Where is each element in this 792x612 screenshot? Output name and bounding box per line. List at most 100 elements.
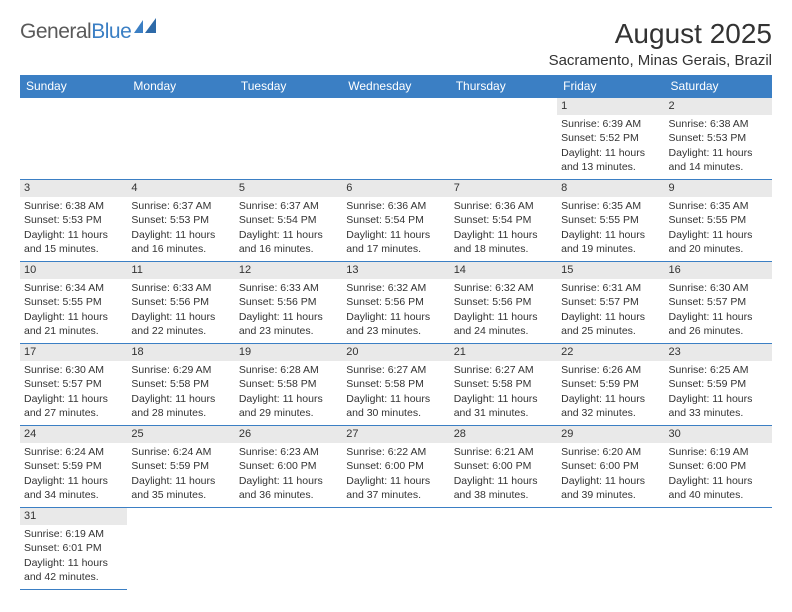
day-details: Sunrise: 6:32 AMSunset: 5:56 PMDaylight:… (342, 279, 449, 342)
calendar-cell: 30Sunrise: 6:19 AMSunset: 6:00 PMDayligh… (665, 426, 772, 508)
logo-text-blue: Blue (91, 20, 131, 44)
day-details: Sunrise: 6:25 AMSunset: 5:59 PMDaylight:… (665, 361, 772, 424)
day-details: Sunrise: 6:32 AMSunset: 5:56 PMDaylight:… (450, 279, 557, 342)
day-number: 14 (450, 262, 557, 279)
day-number: 15 (557, 262, 664, 279)
calendar-cell: 4Sunrise: 6:37 AMSunset: 5:53 PMDaylight… (127, 180, 234, 262)
calendar-cell: 2Sunrise: 6:38 AMSunset: 5:53 PMDaylight… (665, 98, 772, 180)
weekday-header: Sunday (20, 75, 127, 98)
day-number: 24 (20, 426, 127, 443)
calendar-cell: 19Sunrise: 6:28 AMSunset: 5:58 PMDayligh… (235, 344, 342, 426)
calendar-cell (235, 98, 342, 180)
day-number: 22 (557, 344, 664, 361)
day-number: 26 (235, 426, 342, 443)
calendar-cell: 7Sunrise: 6:36 AMSunset: 5:54 PMDaylight… (450, 180, 557, 262)
calendar-week-row: 31Sunrise: 6:19 AMSunset: 6:01 PMDayligh… (20, 508, 772, 590)
day-number: 16 (665, 262, 772, 279)
day-details: Sunrise: 6:35 AMSunset: 5:55 PMDaylight:… (557, 197, 664, 260)
day-details: Sunrise: 6:21 AMSunset: 6:00 PMDaylight:… (450, 443, 557, 506)
calendar-cell: 17Sunrise: 6:30 AMSunset: 5:57 PMDayligh… (20, 344, 127, 426)
day-number: 27 (342, 426, 449, 443)
day-number: 12 (235, 262, 342, 279)
calendar-cell: 21Sunrise: 6:27 AMSunset: 5:58 PMDayligh… (450, 344, 557, 426)
month-title: August 2025 (549, 18, 772, 50)
day-details: Sunrise: 6:36 AMSunset: 5:54 PMDaylight:… (450, 197, 557, 260)
day-number: 1 (557, 98, 664, 115)
day-details: Sunrise: 6:31 AMSunset: 5:57 PMDaylight:… (557, 279, 664, 342)
day-details: Sunrise: 6:30 AMSunset: 5:57 PMDaylight:… (665, 279, 772, 342)
day-number: 3 (20, 180, 127, 197)
day-number: 28 (450, 426, 557, 443)
day-details: Sunrise: 6:34 AMSunset: 5:55 PMDaylight:… (20, 279, 127, 342)
calendar-cell: 6Sunrise: 6:36 AMSunset: 5:54 PMDaylight… (342, 180, 449, 262)
day-details: Sunrise: 6:38 AMSunset: 5:53 PMDaylight:… (665, 115, 772, 178)
calendar-table: Sunday Monday Tuesday Wednesday Thursday… (20, 75, 772, 590)
day-details: Sunrise: 6:27 AMSunset: 5:58 PMDaylight:… (342, 361, 449, 424)
logo-text-general: General (20, 20, 91, 44)
calendar-cell: 22Sunrise: 6:26 AMSunset: 5:59 PMDayligh… (557, 344, 664, 426)
calendar-cell: 8Sunrise: 6:35 AMSunset: 5:55 PMDaylight… (557, 180, 664, 262)
day-details: Sunrise: 6:39 AMSunset: 5:52 PMDaylight:… (557, 115, 664, 178)
calendar-cell (235, 508, 342, 590)
calendar-cell (342, 508, 449, 590)
calendar-cell: 1Sunrise: 6:39 AMSunset: 5:52 PMDaylight… (557, 98, 664, 180)
day-number: 18 (127, 344, 234, 361)
calendar-cell: 24Sunrise: 6:24 AMSunset: 5:59 PMDayligh… (20, 426, 127, 508)
weekday-header: Saturday (665, 75, 772, 98)
weekday-header-row: Sunday Monday Tuesday Wednesday Thursday… (20, 75, 772, 98)
calendar-cell (20, 98, 127, 180)
day-details: Sunrise: 6:30 AMSunset: 5:57 PMDaylight:… (20, 361, 127, 424)
day-details: Sunrise: 6:23 AMSunset: 6:00 PMDaylight:… (235, 443, 342, 506)
day-number: 5 (235, 180, 342, 197)
location: Sacramento, Minas Gerais, Brazil (549, 52, 772, 69)
day-number: 9 (665, 180, 772, 197)
calendar-cell: 10Sunrise: 6:34 AMSunset: 5:55 PMDayligh… (20, 262, 127, 344)
day-number: 2 (665, 98, 772, 115)
day-number: 20 (342, 344, 449, 361)
day-number: 21 (450, 344, 557, 361)
day-details: Sunrise: 6:37 AMSunset: 5:54 PMDaylight:… (235, 197, 342, 260)
day-number: 13 (342, 262, 449, 279)
logo-sail-icon (134, 18, 160, 39)
day-number: 31 (20, 508, 127, 525)
calendar-week-row: 17Sunrise: 6:30 AMSunset: 5:57 PMDayligh… (20, 344, 772, 426)
day-number: 17 (20, 344, 127, 361)
calendar-cell (450, 98, 557, 180)
day-details: Sunrise: 6:28 AMSunset: 5:58 PMDaylight:… (235, 361, 342, 424)
day-details: Sunrise: 6:24 AMSunset: 5:59 PMDaylight:… (20, 443, 127, 506)
day-details: Sunrise: 6:20 AMSunset: 6:00 PMDaylight:… (557, 443, 664, 506)
day-number: 30 (665, 426, 772, 443)
logo: GeneralBlue (20, 20, 160, 44)
calendar-cell: 3Sunrise: 6:38 AMSunset: 5:53 PMDaylight… (20, 180, 127, 262)
day-number: 4 (127, 180, 234, 197)
day-details: Sunrise: 6:29 AMSunset: 5:58 PMDaylight:… (127, 361, 234, 424)
calendar-cell: 26Sunrise: 6:23 AMSunset: 6:00 PMDayligh… (235, 426, 342, 508)
day-number: 11 (127, 262, 234, 279)
day-details: Sunrise: 6:19 AMSunset: 6:00 PMDaylight:… (665, 443, 772, 506)
day-number: 7 (450, 180, 557, 197)
day-number: 23 (665, 344, 772, 361)
weekday-header: Monday (127, 75, 234, 98)
calendar-cell: 12Sunrise: 6:33 AMSunset: 5:56 PMDayligh… (235, 262, 342, 344)
calendar-week-row: 24Sunrise: 6:24 AMSunset: 5:59 PMDayligh… (20, 426, 772, 508)
calendar-cell (665, 508, 772, 590)
calendar-cell (127, 508, 234, 590)
title-block: August 2025 Sacramento, Minas Gerais, Br… (549, 18, 772, 69)
day-details: Sunrise: 6:38 AMSunset: 5:53 PMDaylight:… (20, 197, 127, 260)
calendar-cell: 16Sunrise: 6:30 AMSunset: 5:57 PMDayligh… (665, 262, 772, 344)
calendar-cell: 9Sunrise: 6:35 AMSunset: 5:55 PMDaylight… (665, 180, 772, 262)
day-number: 10 (20, 262, 127, 279)
day-details: Sunrise: 6:26 AMSunset: 5:59 PMDaylight:… (557, 361, 664, 424)
weekday-header: Friday (557, 75, 664, 98)
header: GeneralBlue August 2025 Sacramento, Mina… (20, 18, 772, 69)
day-number: 19 (235, 344, 342, 361)
day-number: 8 (557, 180, 664, 197)
calendar-cell: 18Sunrise: 6:29 AMSunset: 5:58 PMDayligh… (127, 344, 234, 426)
calendar-week-row: 10Sunrise: 6:34 AMSunset: 5:55 PMDayligh… (20, 262, 772, 344)
calendar-cell: 31Sunrise: 6:19 AMSunset: 6:01 PMDayligh… (20, 508, 127, 590)
day-details: Sunrise: 6:27 AMSunset: 5:58 PMDaylight:… (450, 361, 557, 424)
weekday-header: Wednesday (342, 75, 449, 98)
day-details: Sunrise: 6:33 AMSunset: 5:56 PMDaylight:… (235, 279, 342, 342)
calendar-cell: 11Sunrise: 6:33 AMSunset: 5:56 PMDayligh… (127, 262, 234, 344)
calendar-cell: 15Sunrise: 6:31 AMSunset: 5:57 PMDayligh… (557, 262, 664, 344)
